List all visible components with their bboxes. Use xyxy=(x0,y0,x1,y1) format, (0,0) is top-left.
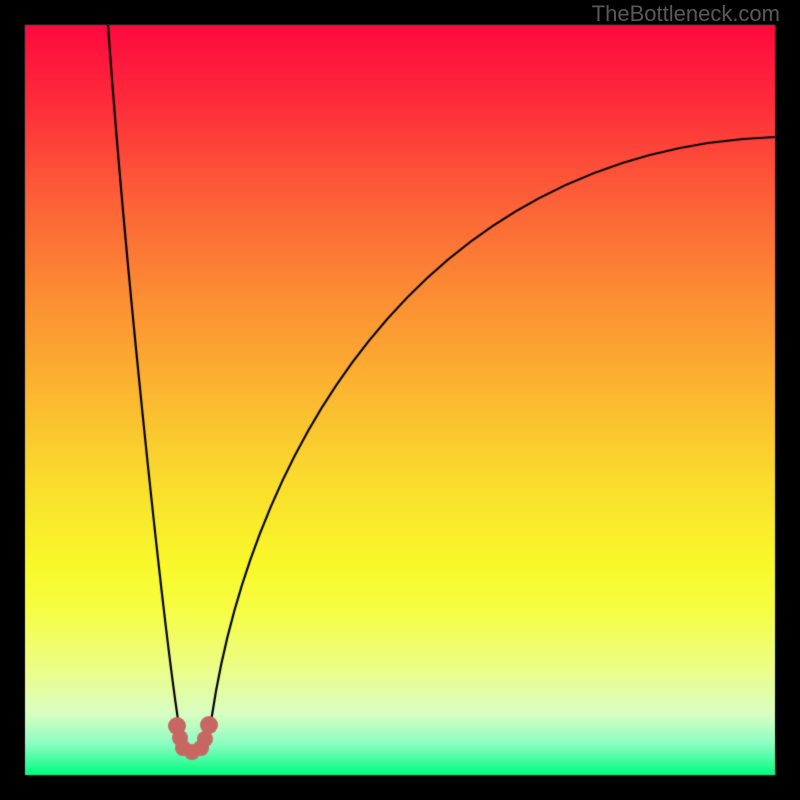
watermark-text: TheBottleneck.com xyxy=(592,1,780,27)
chart-stage: TheBottleneck.com xyxy=(0,0,800,800)
black-frame xyxy=(0,0,800,800)
